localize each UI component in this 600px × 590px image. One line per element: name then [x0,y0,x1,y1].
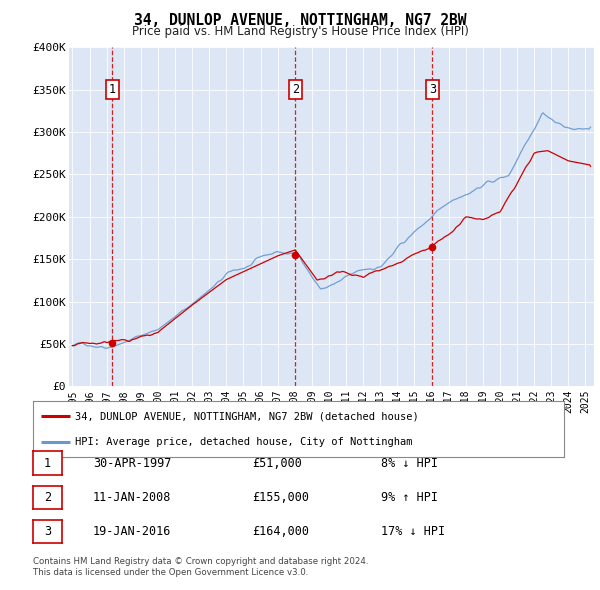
Text: Price paid vs. HM Land Registry's House Price Index (HPI): Price paid vs. HM Land Registry's House … [131,25,469,38]
Text: £155,000: £155,000 [252,491,309,504]
Text: 30-APR-1997: 30-APR-1997 [93,457,172,470]
Text: 34, DUNLOP AVENUE, NOTTINGHAM, NG7 2BW (detached house): 34, DUNLOP AVENUE, NOTTINGHAM, NG7 2BW (… [76,411,419,421]
Text: 34, DUNLOP AVENUE, NOTTINGHAM, NG7 2BW: 34, DUNLOP AVENUE, NOTTINGHAM, NG7 2BW [134,13,466,28]
Text: This data is licensed under the Open Government Licence v3.0.: This data is licensed under the Open Gov… [33,568,308,577]
Text: 8% ↓ HPI: 8% ↓ HPI [381,457,438,470]
Text: 1: 1 [109,83,116,96]
Text: 3: 3 [44,525,51,538]
Text: Contains HM Land Registry data © Crown copyright and database right 2024.: Contains HM Land Registry data © Crown c… [33,557,368,566]
Text: 17% ↓ HPI: 17% ↓ HPI [381,525,445,538]
Text: 9% ↑ HPI: 9% ↑ HPI [381,491,438,504]
Text: 3: 3 [429,83,436,96]
Text: 19-JAN-2016: 19-JAN-2016 [93,525,172,538]
Text: 2: 2 [292,83,299,96]
Text: HPI: Average price, detached house, City of Nottingham: HPI: Average price, detached house, City… [76,437,413,447]
Text: £51,000: £51,000 [252,457,302,470]
Text: £164,000: £164,000 [252,525,309,538]
Text: 1: 1 [44,457,51,470]
Text: 2: 2 [44,491,51,504]
Text: 11-JAN-2008: 11-JAN-2008 [93,491,172,504]
